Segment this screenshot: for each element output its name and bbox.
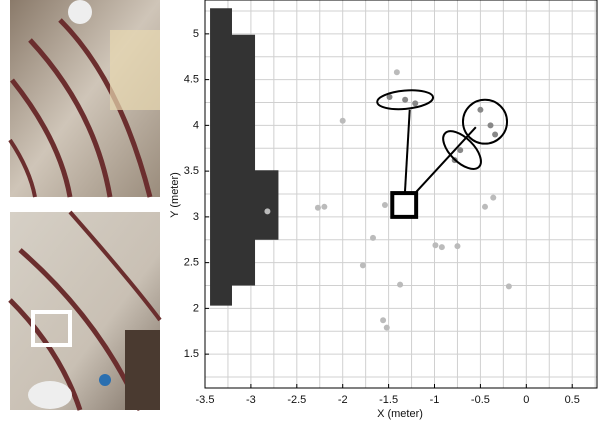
x-tick-label: -2 (338, 394, 348, 406)
point (492, 132, 498, 138)
point (370, 235, 376, 241)
point (397, 282, 403, 288)
x-tick-label: -1.5 (379, 394, 398, 406)
robot (392, 193, 416, 217)
x-tick-label: -3 (246, 394, 256, 406)
point (412, 100, 418, 106)
point (340, 118, 346, 124)
photo-top (10, 0, 160, 197)
y-tick-label: 1.5 (184, 348, 199, 360)
x-tick-label: 0.5 (565, 394, 580, 406)
point (490, 195, 496, 201)
point (315, 205, 321, 211)
photo-bottom (10, 212, 160, 410)
point (432, 242, 438, 248)
page: {"chart_data": {"type": "scatter", "xlab… (0, 0, 609, 428)
point (402, 97, 408, 103)
point (439, 244, 445, 250)
y-tick-label: 2.5 (184, 257, 199, 269)
point (384, 325, 390, 331)
point (380, 317, 386, 323)
point (394, 69, 400, 75)
point (264, 208, 270, 214)
x-tick-label: -0.5 (471, 394, 490, 406)
x-tick-label: -1 (430, 394, 440, 406)
point (482, 204, 488, 210)
y-tick-label: 5 (193, 28, 199, 40)
y-tick-label: 3.5 (184, 165, 199, 177)
point (321, 204, 327, 210)
point (457, 147, 463, 153)
plot: -3.5 -3 -2.5 -2 -1.5 -1 -0.5 0 0.5 1.5 2 2.5 3 3.5 4 4.… (184, 0, 597, 406)
x-tick-label: -2.5 (287, 394, 306, 406)
figure: X (meter) Y (meter) -3.5 -3 -2.5 -2 -1.5 -1 -0… (0, 0, 609, 428)
point (477, 107, 483, 113)
x-tick-label: 0 (523, 394, 529, 406)
point (506, 283, 512, 289)
x-tick-label: -3.5 (196, 394, 215, 406)
point (488, 122, 494, 128)
y-tick-label: 4.5 (184, 74, 199, 86)
y-tick-label: 2 (193, 302, 199, 314)
x-axis-label: X (meter) (377, 408, 423, 420)
point (382, 202, 388, 208)
y-tick-label: 3 (193, 211, 199, 223)
point (454, 243, 460, 249)
point (360, 262, 366, 268)
y-tick-label: 4 (193, 119, 199, 131)
y-axis-label: Y (meter) (169, 172, 181, 218)
